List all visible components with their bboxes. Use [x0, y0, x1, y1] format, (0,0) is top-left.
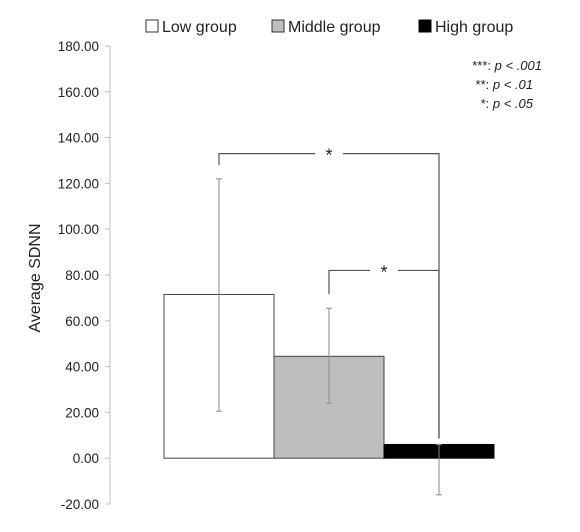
- y-tick-label: 180.00: [58, 39, 99, 54]
- y-tick-label: 0.00: [73, 451, 99, 466]
- significance-key-stars-3: *: [481, 96, 486, 111]
- y-tick-label: 140.00: [58, 131, 99, 146]
- significance-key: ***: p < .001 **: p < .01 *: p < .05: [472, 58, 542, 111]
- significance-key-line-1: ***: p < .001: [472, 58, 542, 73]
- y-tick-label: 40.00: [65, 360, 99, 375]
- legend-swatch-low: [145, 19, 159, 33]
- significance-key-text-2: p < .01: [492, 77, 533, 92]
- y-tick-label: 20.00: [65, 405, 99, 420]
- bracket-left-arm: [218, 153, 315, 165]
- bracket-right-arm: [398, 269, 440, 439]
- y-tick-label: 80.00: [65, 268, 99, 283]
- legend-label-high: High group: [435, 19, 513, 36]
- significance-star: *: [325, 146, 332, 166]
- y-tick-label: -20.00: [61, 497, 99, 512]
- legend: Low group Middle group High group: [145, 19, 513, 36]
- significance-brackets: **: [218, 146, 440, 439]
- y-tick-label: 160.00: [58, 85, 99, 100]
- y-axis-label: Average SDNN: [27, 223, 44, 332]
- legend-label-middle: Middle group: [288, 19, 381, 36]
- significance-key-line-2: **: p < .01: [476, 77, 533, 92]
- legend-swatch-middle: [271, 19, 285, 33]
- error-bar-low-group: [216, 178, 222, 412]
- y-tick-label: 60.00: [65, 314, 99, 329]
- significance-key-text-1: p < .001: [494, 58, 542, 73]
- significance-key-text-3: p < .05: [492, 96, 534, 111]
- error-bar-middle-group: [326, 307, 332, 404]
- y-tick-label: 120.00: [58, 176, 99, 191]
- error-bars: [216, 178, 442, 496]
- legend-label-low: Low group: [162, 19, 237, 36]
- error-bar-high-group: [436, 443, 442, 496]
- legend-swatch-high: [418, 19, 432, 33]
- significance-bracket-middle-high: *: [328, 262, 440, 439]
- significance-key-stars-2: **: [476, 77, 486, 92]
- significance-star: *: [380, 262, 387, 282]
- significance-key-stars-1: ***: [472, 58, 487, 73]
- bracket-left-arm: [328, 269, 370, 295]
- y-tick-label: 100.00: [58, 222, 99, 237]
- significance-key-line-3: *: p < .05: [481, 96, 534, 111]
- y-axis-ticks: 180.00 160.00 140.00 120.00 100.00 80.00 60.00…: [58, 39, 110, 512]
